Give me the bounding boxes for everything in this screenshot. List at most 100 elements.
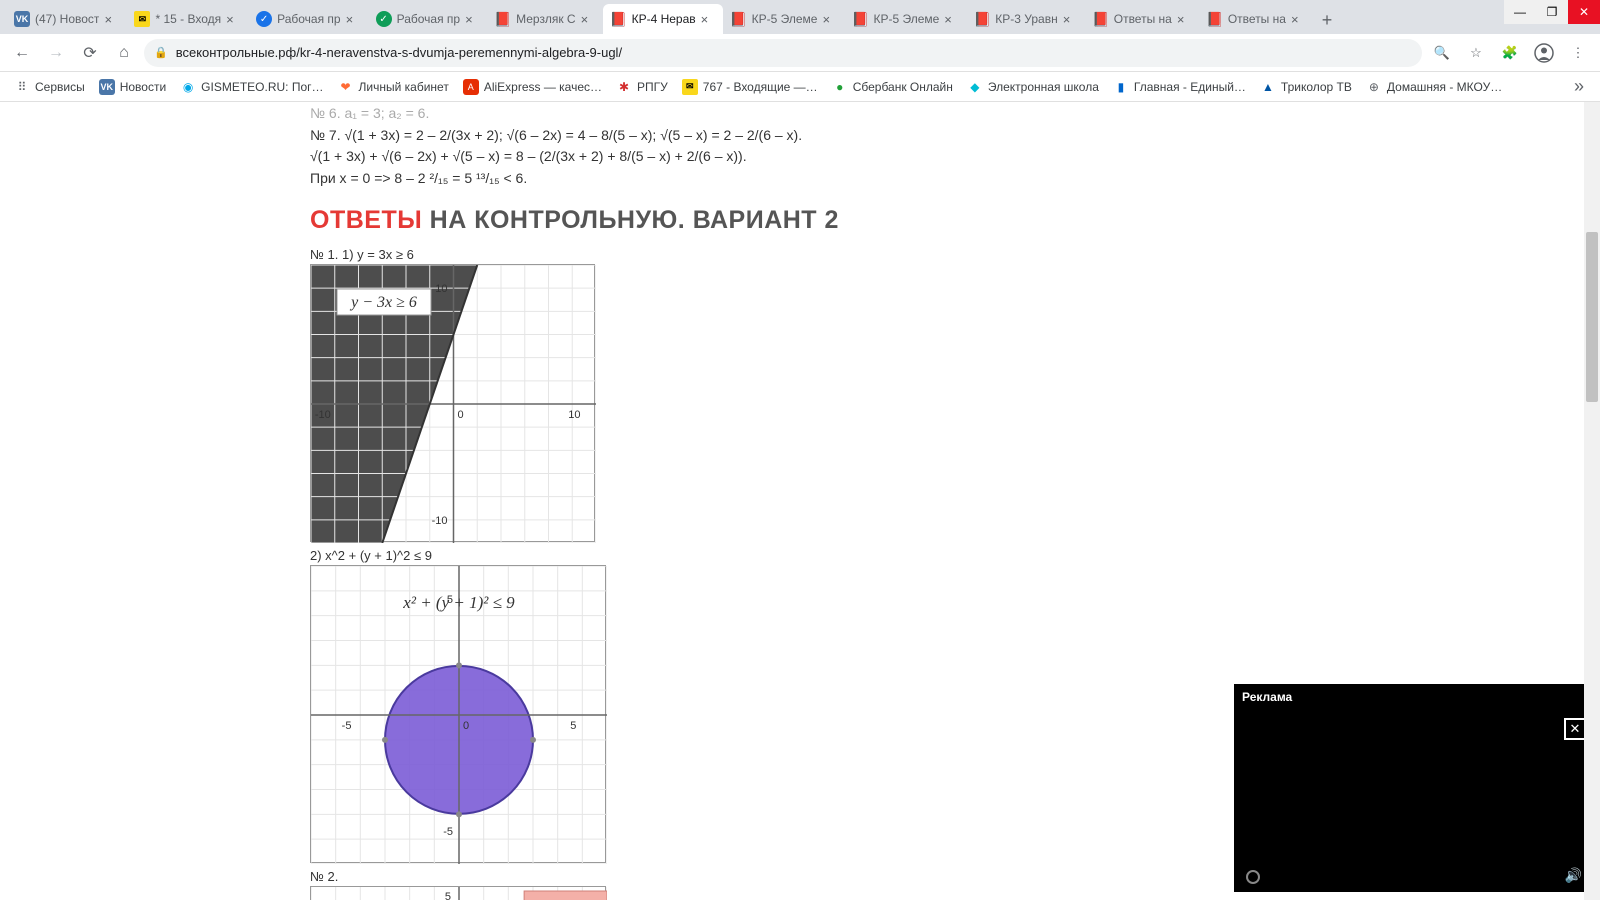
bookmark-item[interactable]: ▲Триколор ТВ [1254, 75, 1358, 99]
graph-3: 5 [310, 886, 606, 900]
bookmark-favicon-icon: ✉ [682, 79, 698, 95]
browser-tab[interactable]: ✓ Рабочая пр × [368, 4, 488, 34]
bookmark-item[interactable]: ✱РПГУ [610, 75, 674, 99]
svg-text:y − 3x ≥ 6: y − 3x ≥ 6 [349, 294, 417, 311]
bookmark-label: Домашняя - МКОУ… [1387, 80, 1502, 94]
zoom-icon[interactable]: 🔍 [1428, 39, 1456, 67]
browser-tab[interactable]: 📕 КР-4 Нерав × [603, 4, 723, 34]
tab-close-icon[interactable]: × [465, 12, 479, 26]
profile-icon[interactable] [1530, 39, 1558, 67]
bookmark-favicon-icon: ● [832, 79, 848, 95]
tab-title: КР-3 Уравн [995, 12, 1057, 26]
tab-title: КР-5 Элеме [873, 12, 939, 26]
svg-text:-5: -5 [342, 720, 352, 732]
bookmark-item[interactable]: ▮ Главная - Единый… [1107, 75, 1252, 99]
bookmark-item[interactable]: ⠿ Сервисы [8, 75, 91, 99]
bookmark-star-icon[interactable]: ☆ [1462, 39, 1490, 67]
tab-close-icon[interactable]: × [1177, 12, 1191, 26]
browser-tab[interactable]: 📕 Мерзляк С × [487, 4, 602, 34]
browser-tab[interactable]: 📕 КР-3 Уравн × [966, 4, 1084, 34]
window-maximize-button[interactable]: ❐ [1536, 0, 1568, 24]
graph-inequality-2: -505-55x² + (y + 1)² ≤ 9 [310, 565, 606, 863]
scrollbar-thumb[interactable] [1586, 232, 1598, 402]
bookmark-favicon-icon: ▲ [1260, 79, 1276, 95]
browser-tab[interactable]: 📕 Ответы на × [1085, 4, 1199, 34]
ad-spinner-icon [1246, 870, 1260, 884]
vertical-scrollbar[interactable] [1584, 102, 1600, 900]
new-tab-button[interactable]: + [1313, 6, 1341, 34]
bookmark-favicon-icon: ◆ [967, 79, 983, 95]
back-button[interactable]: ← [8, 39, 36, 67]
tab-favicon-icon: 📕 [974, 11, 990, 27]
forward-button[interactable]: → [42, 39, 70, 67]
tab-close-icon[interactable]: × [1291, 12, 1305, 26]
bookmark-item[interactable]: ❤Личный кабинет [332, 75, 455, 99]
math-text: № 6. a₁ = 3; a₂ = 6. [310, 104, 1600, 124]
tab-close-icon[interactable]: × [944, 12, 958, 26]
extensions-icon[interactable]: 🧩 [1496, 39, 1524, 67]
svg-text:-10: -10 [432, 515, 448, 527]
bookmark-item[interactable]: AAliExpress — качес… [457, 75, 608, 99]
lock-icon: 🔒 [154, 46, 168, 59]
bookmark-item[interactable]: ✉ 767 - Входящие —… [676, 75, 824, 99]
browser-tab[interactable]: ✓ Рабочая пр × [248, 4, 368, 34]
browser-tab[interactable]: 📕 КР-5 Элеме × [844, 4, 966, 34]
bookmarks-overflow-icon[interactable]: » [1566, 76, 1592, 97]
tab-close-icon[interactable]: × [346, 12, 360, 26]
tab-close-icon[interactable]: × [226, 12, 240, 26]
bookmark-item[interactable]: ◉GISMETEO.RU: Пог… [174, 75, 329, 99]
browser-tab[interactable]: ✉ * 15 - Входя × [126, 4, 248, 34]
window-close-button[interactable]: ✕ [1568, 0, 1600, 24]
tab-title: (47) Новост [35, 12, 99, 26]
window-minimize-button[interactable]: — [1504, 0, 1536, 24]
tab-close-icon[interactable]: × [1063, 12, 1077, 26]
section-heading: ОТВЕТЫ НА КОНТРОЛЬНУЮ. ВАРИАНТ 2 [310, 206, 1600, 235]
math-text: № 7. √(1 + 3x) = 2 – 2/(3x + 2); √(6 – 2… [310, 126, 1600, 146]
reload-button[interactable]: ⟳ [76, 39, 104, 67]
tab-strip: VK (47) Новост ×✉ * 15 - Входя ×✓ Рабоча… [0, 0, 1600, 34]
bookmark-item[interactable]: ●Сбербанк Онлайн [826, 75, 959, 99]
tab-close-icon[interactable]: × [581, 12, 595, 26]
tab-title: Рабочая пр [277, 12, 341, 26]
bookmark-label: Электронная школа [988, 80, 1099, 94]
bookmark-label: Главная - Единый… [1134, 80, 1246, 94]
graph-inequality-1: -10010-1010y − 3x ≥ 6 [310, 264, 595, 542]
address-bar[interactable]: 🔒 всеконтрольные.рф/kr-4-neravenstva-s-d… [144, 39, 1422, 67]
home-button[interactable]: ⌂ [110, 39, 138, 67]
math-text: √(1 + 3x) + √(6 – 2x) + √(5 – x) = 8 – (… [310, 147, 1600, 167]
tab-title: КР-4 Нерав [632, 12, 696, 26]
tab-favicon-icon: VK [14, 11, 30, 27]
browser-tab[interactable]: 📕 КР-5 Элеме × [723, 4, 845, 34]
bookmark-label: Сервисы [35, 80, 85, 94]
svg-text:5: 5 [445, 891, 451, 900]
tab-favicon-icon: 📕 [495, 11, 511, 27]
bookmark-item[interactable]: VKНовости [93, 75, 172, 99]
bookmark-item[interactable]: ⊕Домашняя - МКОУ… [1360, 75, 1508, 99]
bookmark-favicon-icon: A [463, 79, 479, 95]
tab-title: Ответы на [1228, 12, 1286, 26]
bookmark-favicon-icon: ▮ [1113, 79, 1129, 95]
problem-label: № 1. 1) y = 3x ≥ 6 [310, 247, 1600, 262]
ad-close-button[interactable]: ✕ [1564, 718, 1586, 740]
tab-title: КР-5 Элеме [752, 12, 818, 26]
url-text: всеконтрольные.рф/kr-4-neravenstva-s-dvu… [176, 45, 622, 60]
bookmark-label: Личный кабинет [359, 80, 449, 94]
bookmark-label: РПГУ [637, 80, 668, 94]
tab-close-icon[interactable]: × [701, 12, 715, 26]
bookmark-favicon-icon: ◉ [180, 79, 196, 95]
bookmark-favicon-icon: ⠿ [14, 79, 30, 95]
browser-tab[interactable]: VK (47) Новост × [6, 4, 126, 34]
tab-close-icon[interactable]: × [104, 12, 118, 26]
tab-close-icon[interactable]: × [822, 12, 836, 26]
tab-title: Ответы на [1114, 12, 1172, 26]
problem-label: 2) x^2 + (y + 1)^2 ≤ 9 [310, 548, 1600, 563]
bookmark-item[interactable]: ◆ Электронная школа [961, 75, 1105, 99]
browser-tab[interactable]: 📕 Ответы на × [1199, 4, 1313, 34]
bookmark-label: 767 - Входящие —… [703, 80, 818, 94]
math-text: При x = 0 => 8 – 2 ²/₁₅ = 5 ¹³/₁₅ < 6. [310, 169, 1600, 189]
tab-title: Мерзляк С [516, 12, 575, 26]
svg-text:-10: -10 [315, 409, 331, 421]
ad-sound-icon[interactable]: 🔊 [1565, 867, 1582, 884]
tab-favicon-icon: ✉ [134, 11, 150, 27]
menu-button[interactable]: ⋮ [1564, 39, 1592, 67]
